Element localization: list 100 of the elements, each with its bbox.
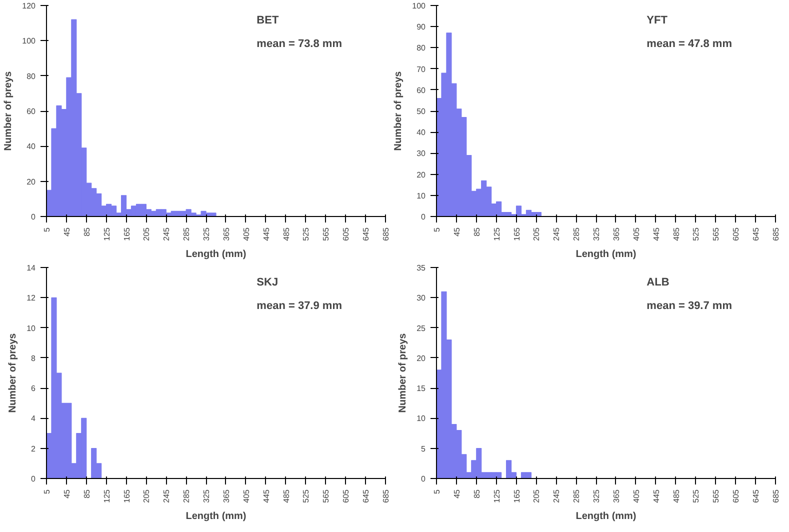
y-tick-label: 0 [31, 474, 36, 484]
x-axis-title: Length (mm) [576, 248, 636, 260]
y-tick-label: 70 [416, 64, 426, 74]
x-tick-label: 565 [712, 226, 721, 241]
y-tick-label: 0 [31, 212, 36, 222]
y-tick-label: 15 [416, 384, 426, 394]
x-axis-title: Length (mm) [186, 248, 246, 260]
x-tick-label: 605 [342, 226, 351, 241]
x-tick-label: 205 [532, 488, 542, 503]
x-tick-label: 685 [382, 226, 390, 241]
x-tick-label: 325 [592, 488, 602, 503]
x-tick-label: 85 [82, 488, 92, 498]
x-axis-title: Length (mm) [576, 510, 636, 522]
annotation: mean = 47.8 mm [646, 38, 732, 50]
x-tick-label: 245 [162, 226, 172, 241]
x-tick-label: 5 [432, 488, 442, 494]
x-tick-label: 685 [772, 488, 780, 503]
x-tick-label: 525 [302, 226, 311, 241]
x-axis-title: Length (mm) [186, 510, 246, 522]
x-tick-label: 405 [242, 488, 251, 503]
y-tick-label: 6 [31, 384, 36, 394]
x-tick-label: 525 [302, 488, 311, 503]
y-tick-label: 80 [26, 72, 36, 81]
x-tick-label: 645 [752, 226, 761, 241]
y-tick-label: 20 [26, 177, 36, 186]
y-tick-label: 0 [421, 212, 426, 222]
x-tick-label: 165 [122, 488, 132, 503]
x-tick-label: 125 [102, 488, 112, 503]
x-tick-label: 85 [472, 226, 482, 236]
x-tick-label: 365 [612, 488, 621, 503]
x-tick-label: 605 [732, 488, 741, 503]
x-tick-label: 605 [732, 226, 741, 241]
x-tick-label: 85 [472, 488, 482, 498]
x-tick-label: 565 [322, 226, 331, 241]
x-tick-label: 45 [62, 488, 72, 498]
x-tick-label: 565 [322, 488, 331, 503]
x-tick-label: 205 [142, 226, 152, 241]
x-tick-label: 485 [282, 226, 291, 241]
x-tick-label: 5 [42, 488, 52, 494]
y-tick-label: 14 [26, 264, 36, 272]
x-tick-label: 205 [142, 488, 152, 503]
x-tick-label: 485 [282, 488, 291, 503]
x-tick-label: 485 [672, 488, 681, 503]
x-tick-label: 45 [452, 226, 462, 236]
x-tick-label: 645 [752, 488, 761, 503]
x-tick-label: 85 [82, 226, 92, 236]
y-tick-label: 90 [416, 22, 426, 32]
x-tick-label: 325 [592, 226, 602, 241]
x-tick-label: 165 [122, 226, 132, 241]
y-tick-label: 20 [416, 354, 426, 363]
x-tick-label: 525 [692, 488, 701, 503]
x-tick-label: 365 [222, 226, 231, 241]
x-tick-label: 5 [42, 226, 52, 232]
y-tick-label: 25 [416, 324, 426, 333]
annotation: mean = 73.8 mm [256, 38, 342, 50]
annotation: ALB [646, 276, 670, 289]
y-tick-label: 2 [31, 444, 36, 454]
x-tick-label: 405 [632, 226, 641, 241]
annotation: BET [256, 14, 279, 27]
y-tick-label: 60 [416, 86, 426, 95]
y-tick-label: 10 [26, 324, 36, 333]
x-tick-label: 165 [512, 226, 522, 241]
x-tick-label: 245 [552, 226, 562, 241]
x-tick-label: 285 [182, 488, 192, 503]
x-tick-label: 165 [512, 488, 522, 503]
y-tick-label: 100 [22, 36, 36, 46]
y-tick-label: 100 [412, 2, 426, 10]
y-tick-label: 35 [416, 264, 426, 272]
annotation: mean = 39.7 mm [646, 300, 732, 312]
x-tick-label: 325 [202, 488, 212, 503]
y-tick-label: 40 [26, 142, 36, 152]
annotation: YFT [646, 14, 668, 27]
x-tick-label: 285 [572, 226, 582, 241]
x-tick-label: 245 [162, 488, 172, 503]
x-tick-label: 405 [632, 488, 641, 503]
annotation: SKJ [256, 276, 278, 289]
x-tick-label: 405 [242, 226, 251, 241]
x-tick-label: 125 [492, 226, 502, 241]
x-tick-label: 365 [222, 488, 231, 503]
y-axis-title: Number of preys [398, 332, 409, 413]
y-tick-label: 60 [26, 107, 36, 116]
x-tick-label: 365 [612, 226, 621, 241]
x-tick-label: 445 [652, 488, 661, 503]
x-tick-label: 45 [62, 226, 72, 236]
y-tick-label: 40 [416, 128, 426, 138]
y-tick-label: 30 [416, 149, 426, 158]
y-tick-label: 120 [22, 2, 36, 10]
y-tick-label: 4 [31, 414, 36, 424]
annotation: mean = 37.9 mm [256, 300, 342, 312]
x-tick-label: 45 [452, 488, 462, 498]
x-tick-label: 445 [262, 226, 271, 241]
x-tick-label: 445 [652, 226, 661, 241]
y-tick-label: 20 [416, 170, 426, 180]
y-tick-label: 12 [26, 294, 36, 303]
y-axis-title: Number of preys [393, 70, 404, 151]
x-tick-label: 685 [382, 488, 390, 503]
y-tick-label: 10 [416, 414, 426, 424]
x-tick-label: 125 [102, 226, 112, 241]
y-tick-label: 8 [31, 354, 36, 363]
x-tick-label: 445 [262, 488, 271, 503]
